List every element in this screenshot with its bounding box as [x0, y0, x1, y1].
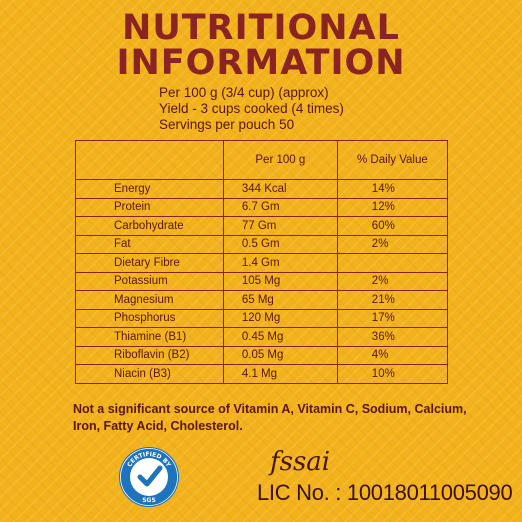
nutrient-name: Dietary Fibre	[75, 253, 224, 273]
amount-per-100g: 120 Mg	[222, 308, 338, 328]
daily-value	[336, 253, 449, 273]
amount-per-100g: 0.05 Mg	[222, 345, 338, 365]
table-row: Magnesium 65 Mg 21%	[75, 290, 449, 310]
serving-size: Per 100 g (3/4 cup) (approx)	[159, 85, 329, 100]
disclaimer-note: Not a significant source of Vitamin A, V…	[73, 402, 467, 433]
nutrient-name: Carbohydrate	[75, 216, 224, 236]
daily-value: 4%	[336, 345, 449, 365]
amount-per-100g: 344 Kcal	[222, 179, 338, 199]
license-number: LIC No. : 10018011005090	[257, 480, 513, 505]
table-row: Carbohydrate 77 Gm 60%	[75, 216, 449, 236]
amount-per-100g: 6.7 Gm	[222, 197, 338, 217]
table-row: Riboflavin (B2) 0.05 Mg 4%	[75, 345, 449, 365]
nutrient-name: Phosphorus	[75, 308, 224, 328]
daily-value: 2%	[336, 271, 449, 291]
amount-per-100g: 77 Gm	[222, 216, 338, 236]
nutrient-name: Protein	[75, 197, 224, 217]
nutrient-name: Magnesium	[75, 290, 224, 310]
nutrition-table: Per 100 g % Daily Value Energy 344 Kcal 14…	[75, 140, 449, 384]
table-row: Energy 344 Kcal 14%	[75, 179, 449, 199]
amount-per-100g: 0.5 Gm	[222, 234, 338, 254]
title-line-2: INFORMATION	[116, 43, 406, 83]
header-nutrient	[75, 140, 224, 180]
amount-per-100g: 65 Mg	[222, 290, 338, 310]
table-row: Protein 6.7 Gm 12%	[75, 197, 449, 217]
nutrient-name: Energy	[75, 179, 224, 199]
table-row: Niacin (B3) 4.1 Mg 10%	[75, 364, 449, 384]
amount-per-100g: 4.1 Mg	[222, 364, 338, 384]
daily-value: 36%	[336, 327, 449, 347]
table-row: Fat 0.5 Gm 2%	[75, 234, 449, 254]
daily-value: 2%	[336, 234, 449, 254]
yield-info: Yield - 3 cups cooked (4 times)	[159, 101, 344, 116]
daily-value: 21%	[336, 290, 449, 310]
nutrient-name: Potassium	[75, 271, 224, 291]
daily-value: 17%	[336, 308, 449, 328]
serving-info: Per 100 g (3/4 cup) (approx) Yield - 3 c…	[159, 85, 344, 133]
daily-value: 14%	[336, 179, 449, 199]
nutrient-name: Niacin (B3)	[75, 364, 224, 384]
daily-value: 12%	[336, 197, 449, 217]
table-row: Dietary Fibre 1.4 Gm	[75, 253, 449, 273]
title-line-1: NUTRITIONAL	[122, 8, 400, 48]
daily-value: 10%	[336, 364, 449, 384]
cert-bottom-text: SGS	[142, 497, 156, 504]
nutrient-name: Thiamine (B1)	[75, 327, 224, 347]
amount-per-100g: 105 Mg	[222, 271, 338, 291]
nutrient-name: Fat	[75, 234, 224, 254]
table-row: Thiamine (B1) 0.45 Mg 36%	[75, 327, 449, 347]
nutrient-name: Riboflavin (B2)	[75, 345, 224, 365]
table-header-row: Per 100 g % Daily Value	[75, 140, 449, 180]
certification-seal-icon: CERTIFIED BY SGS	[119, 447, 179, 507]
amount-per-100g: 1.4 Gm	[222, 253, 338, 273]
servings-per-pouch: Servings per pouch 50	[159, 117, 295, 132]
header-daily-value: % Daily Value	[336, 140, 449, 180]
amount-per-100g: 0.45 Mg	[222, 327, 338, 347]
fssai-logo: fssai	[270, 447, 331, 477]
daily-value: 60%	[336, 216, 449, 236]
header-per-100g: Per 100 g	[222, 140, 338, 180]
nutrition-table-body: Energy 344 Kcal 14% Protein 6.7 Gm 12% Carbohy…	[75, 179, 449, 384]
table-row: Phosphorus 120 Mg 17%	[75, 308, 449, 328]
table-row: Potassium 105 Mg 2%	[75, 271, 449, 291]
